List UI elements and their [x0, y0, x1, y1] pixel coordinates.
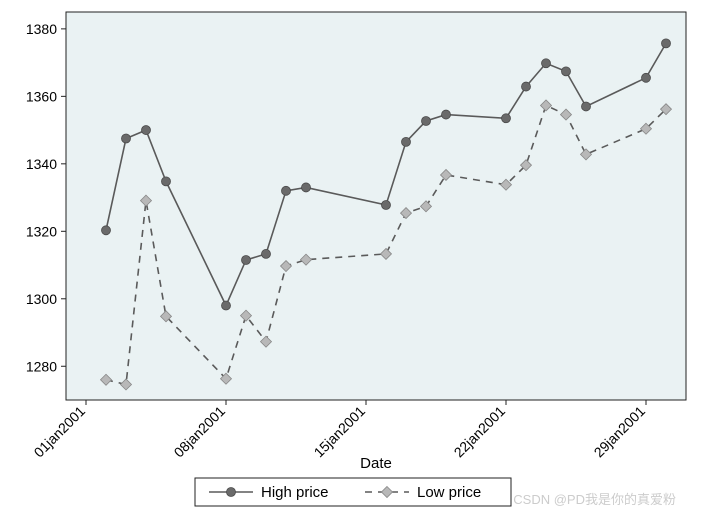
- marker-circle: [262, 249, 271, 258]
- marker-circle: [542, 59, 551, 68]
- x-tick-label: 29jan2001: [591, 403, 649, 461]
- y-tick-label: 1340: [26, 156, 57, 172]
- y-tick-label: 1320: [26, 223, 57, 239]
- y-tick-label: 1300: [26, 291, 57, 307]
- x-tick-label: 22jan2001: [451, 403, 509, 461]
- marker-circle: [402, 137, 411, 146]
- marker-circle: [522, 82, 531, 91]
- marker-circle: [642, 73, 651, 82]
- marker-circle: [302, 183, 311, 192]
- marker-circle: [442, 110, 451, 119]
- x-tick-label: 08jan2001: [171, 403, 229, 461]
- y-tick-label: 1280: [26, 358, 57, 374]
- marker-circle: [102, 226, 111, 235]
- marker-circle: [222, 301, 231, 310]
- legend-label: Low price: [417, 484, 481, 501]
- legend-label: High price: [261, 484, 329, 501]
- marker-circle: [242, 255, 251, 264]
- marker-circle: [582, 102, 591, 111]
- watermark: CSDN @PD我是你的真爱粉: [513, 489, 676, 508]
- marker-circle: [422, 116, 431, 125]
- marker-circle: [562, 67, 571, 76]
- plot-area: [66, 12, 686, 400]
- marker-circle: [142, 126, 151, 135]
- price-line-chart: 1280 1300 1320 1340 1360 1380 01jan2001 08jan20…: [0, 0, 706, 514]
- x-tick-label: 15jan2001: [311, 403, 369, 461]
- marker-circle: [502, 114, 511, 123]
- marker-circle: [662, 39, 671, 48]
- marker-circle: [382, 200, 391, 209]
- x-axis-label: Date: [360, 455, 392, 472]
- marker-circle: [122, 134, 131, 143]
- y-tick-label: 1380: [26, 21, 57, 37]
- marker-circle: [282, 186, 291, 195]
- x-tick-label: 01jan2001: [31, 403, 89, 461]
- chart-container: 1280 1300 1320 1340 1360 1380 01jan2001 08jan20…: [0, 0, 706, 514]
- marker-circle: [162, 177, 171, 186]
- y-tick-label: 1360: [26, 88, 57, 104]
